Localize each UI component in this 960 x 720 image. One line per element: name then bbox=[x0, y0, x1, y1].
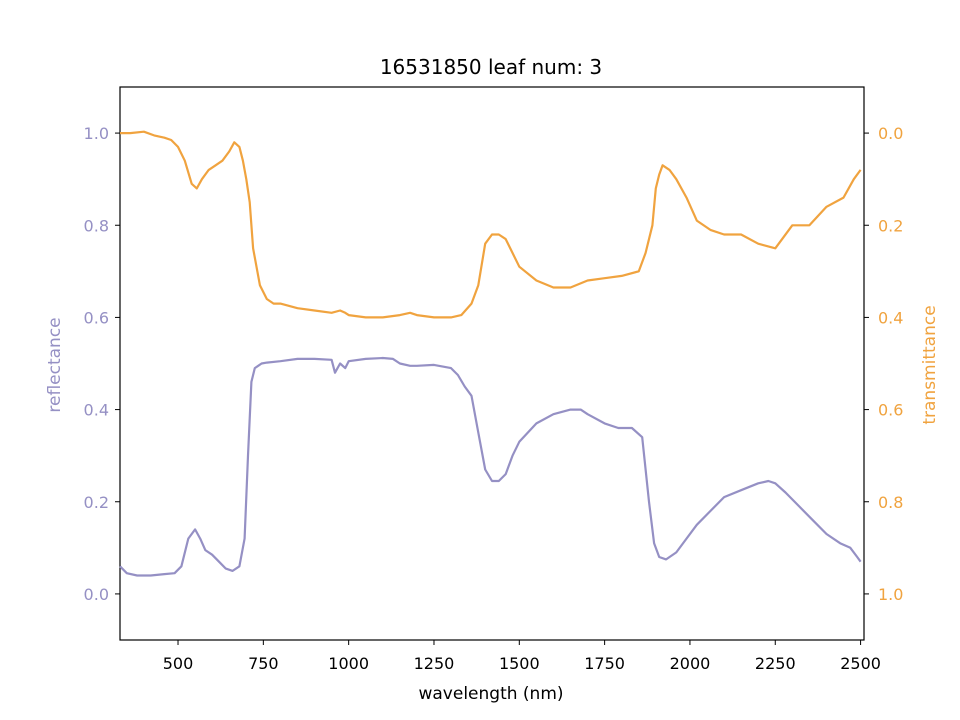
x-tick-label: 2250 bbox=[755, 654, 796, 673]
x-tick-label: 1000 bbox=[328, 654, 369, 673]
y-left-tick-label: 0.8 bbox=[84, 216, 109, 235]
y-axis-right-label: transmittance bbox=[920, 305, 940, 424]
plot-area bbox=[119, 130, 862, 577]
x-tick-label: 750 bbox=[248, 654, 279, 673]
plot-frame bbox=[119, 86, 865, 641]
y-right-tick-label: 0.0 bbox=[878, 124, 903, 143]
y-right-tick-label: 0.8 bbox=[878, 493, 903, 512]
y-right-tick-label: 0.6 bbox=[878, 401, 903, 420]
x-tick-label: 1750 bbox=[584, 654, 625, 673]
x-tick-label: 2000 bbox=[670, 654, 711, 673]
transmittance-line bbox=[120, 130, 862, 319]
x-tick-label: 1250 bbox=[414, 654, 455, 673]
x-tick-label: 1500 bbox=[499, 654, 540, 673]
y-left-tick-label: 0.2 bbox=[84, 493, 109, 512]
y-axis-left-label: reflectance bbox=[45, 317, 65, 412]
x-tick-label: 500 bbox=[163, 654, 194, 673]
y-right-tick-label: 0.2 bbox=[878, 216, 903, 235]
y-left-tick-label: 0.6 bbox=[84, 308, 109, 327]
y-right-tick-label: 1.0 bbox=[878, 585, 903, 604]
y-left-tick-label: 0.0 bbox=[84, 585, 109, 604]
x-tick-label: 2500 bbox=[840, 654, 881, 673]
axes: 500 750 1000 1250 1500 1750 2000 2250 2500 0.0 0.2… bbox=[84, 86, 903, 673]
x-axis-label: wavelength (nm) bbox=[418, 684, 563, 704]
reflectance-line bbox=[119, 356, 862, 577]
y-right-tick-label: 0.4 bbox=[878, 308, 903, 327]
y-left-tick-label: 0.4 bbox=[84, 401, 109, 420]
chart-title: 16531850 leaf num: 3 bbox=[380, 55, 602, 79]
y-left-tick-label: 1.0 bbox=[84, 124, 109, 143]
